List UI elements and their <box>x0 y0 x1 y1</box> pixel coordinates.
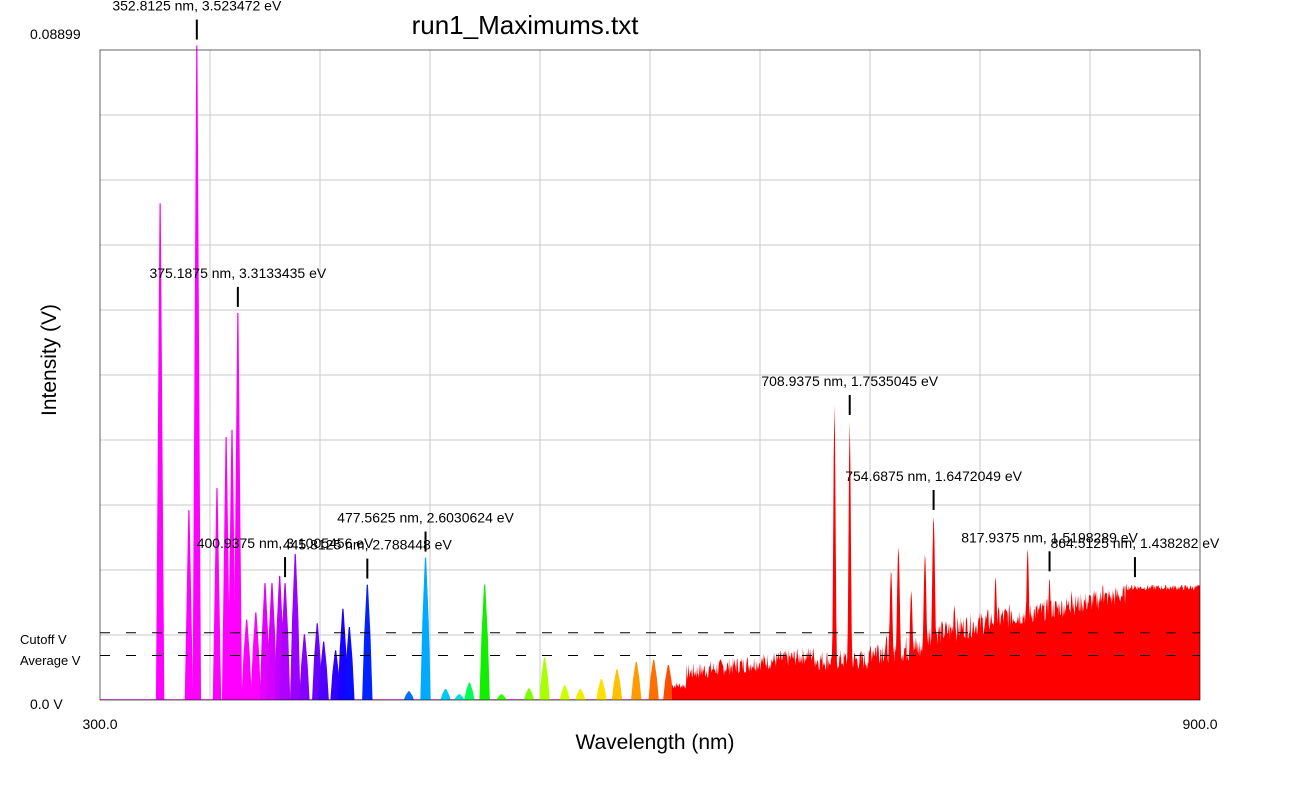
spectrum-peak <box>403 691 415 700</box>
spectrum-peak <box>279 583 291 700</box>
spectrum-peak <box>440 689 451 700</box>
x-axis-label: Wavelength (nm) <box>575 731 734 754</box>
peak-annotation-label: 375.1875 nm, 3.3133435 eV <box>149 265 326 281</box>
spectrum-peak <box>420 557 431 700</box>
y-tick-label-min: 0.0 V <box>30 696 63 712</box>
spectrum-area <box>100 45 1200 701</box>
spectrum-peak <box>539 657 550 700</box>
spectrum-peak <box>596 678 607 700</box>
spectrum-peak <box>496 694 507 700</box>
spectrum-peak <box>241 619 252 700</box>
spectrum-peak <box>575 689 586 700</box>
cutoff-label: Cutoff V <box>20 632 67 647</box>
spectrum-peak <box>631 662 642 700</box>
spectrum-peak <box>259 583 271 700</box>
spectrum-peak <box>192 45 202 701</box>
spectrum-peak <box>559 685 570 700</box>
spectrum-peak <box>523 688 535 700</box>
spectrum-peak <box>362 584 373 700</box>
reference-lines <box>100 632 1200 656</box>
spectrum-peak <box>663 664 674 700</box>
x-tick-label-min: 300.0 <box>82 716 117 732</box>
spectrum-peak <box>221 437 231 700</box>
spectrum-peak <box>250 612 262 700</box>
spectrum-peak <box>454 694 465 700</box>
y-axis-label: Intensity (V) <box>38 304 61 416</box>
spectrum-peak <box>464 682 475 700</box>
peak-annotation-label: 864.5125 nm, 1.438282 eV <box>1050 535 1220 551</box>
spectrum-peak <box>266 583 278 700</box>
peak-annotation-label: 445.8125 nm, 2.788448 eV <box>283 537 453 553</box>
y-tick-label-max: 0.08899 <box>30 26 81 42</box>
peak-annotation-label: 708.9375 nm, 1.7535045 eV <box>761 373 938 389</box>
peak-annotation-label: 754.6875 nm, 1.6472049 eV <box>845 468 1022 484</box>
spectrum-peak <box>233 312 243 700</box>
red-band-area <box>672 405 1200 700</box>
x-tick-label-max: 900.0 <box>1182 716 1217 732</box>
spectrum-peak <box>212 488 222 700</box>
spectrum-peak <box>155 203 165 700</box>
peak-annotation-label: 477.5625 nm, 2.6030624 eV <box>337 510 514 526</box>
average-label: Average V <box>20 653 81 668</box>
plot-frame <box>99 49 1201 701</box>
peak-annotation-label: 400.9375 nm, 3.1005456 eV <box>197 535 374 551</box>
spectrum-peak <box>184 510 194 700</box>
chart-title: run1_Maximums.txt <box>412 10 640 40</box>
grid <box>100 50 1200 700</box>
spectrum-peak <box>318 641 329 700</box>
spectrum-peak <box>330 650 341 700</box>
spectrum-peak <box>611 669 623 700</box>
spectrum-peak <box>299 634 310 700</box>
peak-annotation-label: 817.9375 nm, 1.5198289 eV <box>961 529 1138 545</box>
peak-annotations: 352.8125 nm, 3.523472 eV 375.1875 nm, 3.3… <box>112 0 1220 579</box>
spectrum-peak <box>290 553 301 700</box>
spectrum-peak <box>479 584 490 700</box>
spectrum-peak <box>648 659 659 700</box>
peak-annotation-label: 352.8125 nm, 3.523472 eV <box>112 0 282 14</box>
spectrum-peak <box>344 626 355 700</box>
